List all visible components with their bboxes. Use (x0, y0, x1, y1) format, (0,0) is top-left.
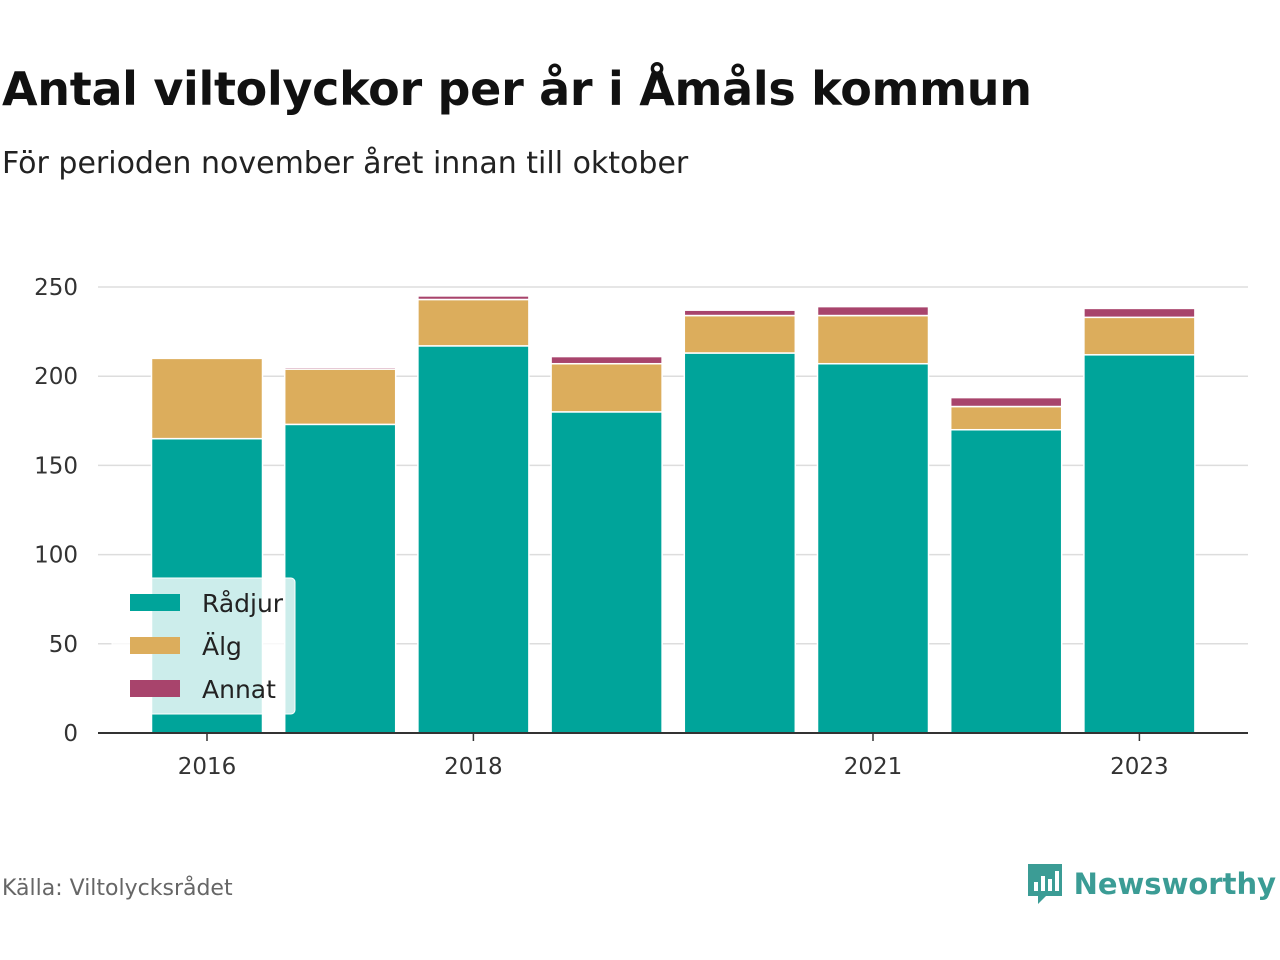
bar-segment (283, 423, 397, 734)
x-tick-label: 2018 (444, 754, 503, 780)
y-tick-label: 0 (63, 721, 78, 747)
y-tick-label: 50 (49, 632, 78, 658)
bar-segment (417, 295, 530, 301)
chart-subtitle: För perioden november året innan till ok… (2, 146, 689, 181)
bar-segment (417, 345, 530, 734)
legend-label: Annat (202, 675, 276, 704)
bar-segment (949, 405, 1063, 431)
bar-segment (550, 355, 663, 365)
x-tick-label: 2023 (1110, 754, 1169, 780)
bar-segment (283, 368, 397, 426)
newsworthy-logo: Newsworthy (1026, 862, 1276, 906)
chart-title: Antal viltolyckor per år i Åmåls kommun (2, 62, 1032, 116)
source-note: Källa: Viltolycksrådet (2, 876, 233, 901)
newsworthy-logo-icon (1027, 864, 1062, 904)
bar-segment (949, 428, 1063, 734)
x-tick-label: 2016 (178, 754, 237, 780)
bar-segment (816, 362, 930, 734)
bar-segment (683, 352, 797, 734)
y-tick-label: 150 (34, 453, 78, 479)
newsworthy-logo-text: Newsworthy (1073, 867, 1276, 901)
bar-segment (550, 411, 663, 734)
bar-segment (949, 396, 1063, 408)
bar-segment (1083, 307, 1196, 319)
legend-swatch (130, 637, 180, 654)
bar-segment (150, 357, 264, 440)
bar-segment (683, 314, 797, 354)
legend-swatch (130, 594, 180, 611)
bar-segment (550, 362, 663, 413)
legend-swatch (130, 680, 180, 697)
bar-segment (683, 309, 797, 317)
bar-segment (283, 366, 397, 370)
bar-segment (417, 298, 530, 347)
bar-segment (1083, 316, 1196, 356)
bar-segment (816, 314, 930, 365)
y-tick-label: 200 (34, 364, 78, 390)
legend-label: Rådjur (202, 589, 284, 618)
y-tick-label: 100 (34, 543, 78, 569)
bar-segment (816, 305, 930, 317)
stacked-bar-chart: 0 50 100 150 200 250 2016 2018 2021 2023 Rådjur Älg… (34, 275, 1248, 780)
y-tick-label: 250 (34, 275, 78, 301)
x-tick-label: 2021 (844, 754, 903, 780)
bar-segment (1083, 354, 1196, 734)
legend-label: Älg (202, 632, 242, 661)
